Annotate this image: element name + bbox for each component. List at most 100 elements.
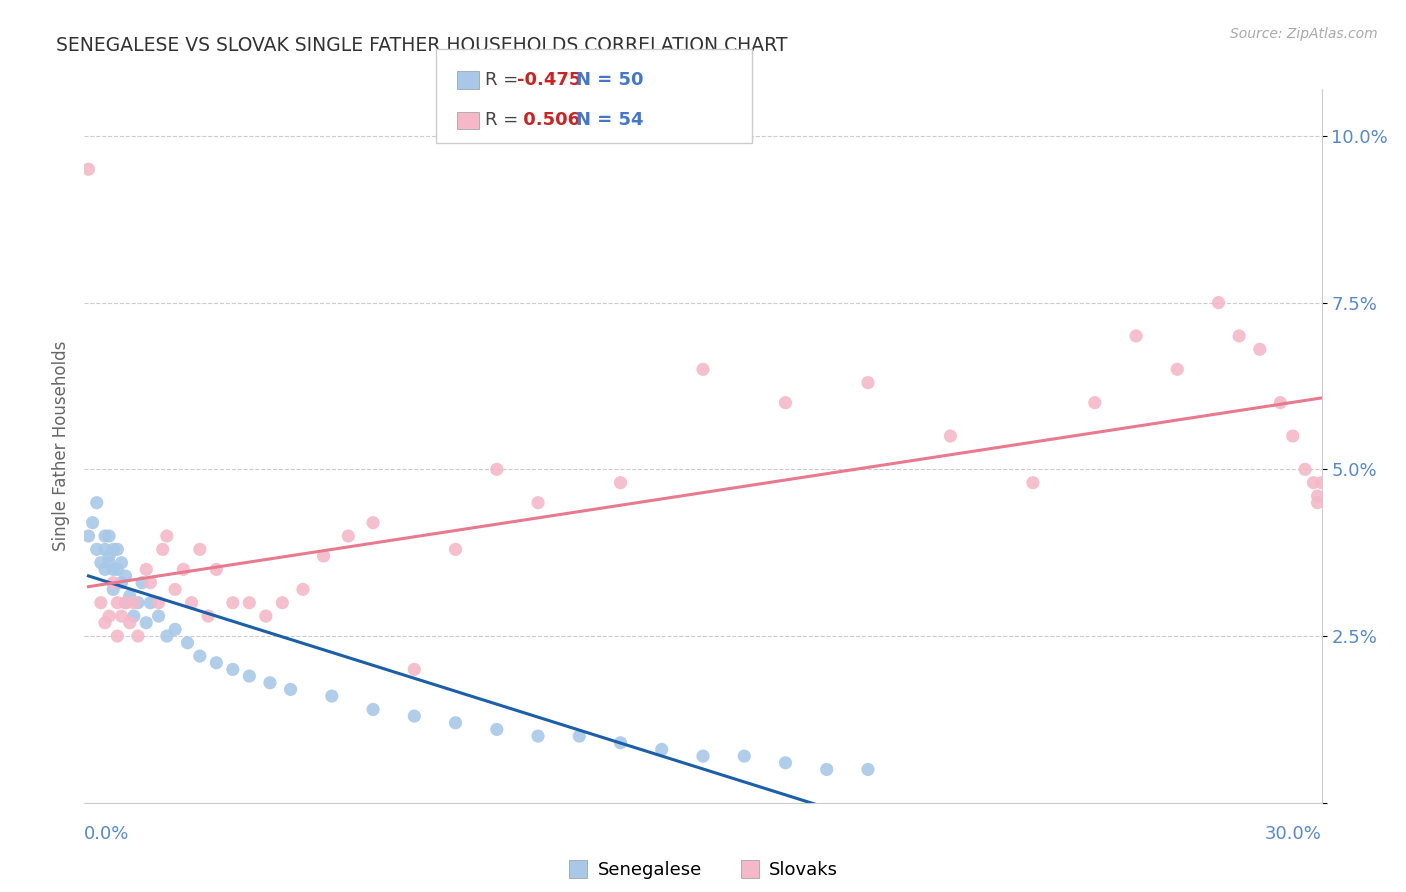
Text: R =: R = [485, 71, 524, 89]
Text: Source: ZipAtlas.com: Source: ZipAtlas.com [1230, 27, 1378, 41]
Text: R =: R = [485, 112, 524, 129]
Point [485, 462, 508, 476]
Point [103, 542, 125, 557]
Point [94, 562, 117, 576]
Point [94, 529, 117, 543]
Point [114, 569, 136, 583]
Text: N = 50: N = 50 [576, 71, 644, 89]
Point [180, 596, 202, 610]
Text: -0.475: -0.475 [517, 71, 582, 89]
Point [404, 709, 426, 723]
Point [361, 702, 384, 716]
Point [148, 596, 170, 610]
Point [856, 763, 879, 777]
Point [114, 596, 136, 610]
Point [238, 596, 260, 610]
Point [131, 575, 153, 590]
Point [337, 529, 360, 543]
Point [98, 609, 121, 624]
Point [165, 582, 187, 597]
Point [609, 475, 631, 490]
Point [103, 562, 125, 576]
Point [1125, 329, 1147, 343]
Point [110, 609, 132, 624]
Point [139, 575, 162, 590]
Point [103, 575, 125, 590]
Point [222, 662, 245, 676]
Point [82, 516, 104, 530]
Point [105, 562, 128, 576]
Point [609, 736, 631, 750]
Point [122, 596, 145, 610]
Text: 30.0%: 30.0% [1265, 825, 1322, 843]
Point [118, 589, 141, 603]
Point [1306, 496, 1329, 510]
Point [98, 549, 121, 563]
Point [90, 556, 112, 570]
Text: 0.506: 0.506 [517, 112, 581, 129]
Point [188, 649, 211, 664]
Point [1294, 462, 1316, 476]
Point [77, 162, 100, 177]
Point [148, 609, 170, 624]
Point [254, 609, 277, 624]
Point [105, 629, 128, 643]
Point [280, 682, 302, 697]
Point [568, 729, 591, 743]
Point [692, 749, 714, 764]
Point [94, 542, 117, 557]
Point [444, 542, 467, 557]
Point [165, 623, 187, 637]
Point [485, 723, 508, 737]
Point [815, 763, 838, 777]
Text: 0.0%: 0.0% [84, 825, 129, 843]
Legend: Senegalese, Slovaks: Senegalese, Slovaks [561, 855, 845, 887]
Point [90, 596, 112, 610]
Point [291, 582, 314, 597]
Point [98, 529, 121, 543]
Point [321, 689, 343, 703]
Point [1302, 475, 1324, 490]
Point [127, 629, 149, 643]
Point [692, 362, 714, 376]
Point [110, 575, 132, 590]
Point [1270, 395, 1292, 409]
Point [205, 562, 228, 576]
Point [856, 376, 879, 390]
Point [172, 562, 194, 576]
Point [939, 429, 962, 443]
Point [139, 596, 162, 610]
Point [122, 609, 145, 624]
Point [444, 715, 467, 730]
Point [103, 582, 125, 597]
Point [1249, 343, 1271, 357]
Text: N = 54: N = 54 [576, 112, 644, 129]
Point [527, 729, 550, 743]
Point [238, 669, 260, 683]
Point [135, 562, 157, 576]
Text: SENEGALESE VS SLOVAK SINGLE FATHER HOUSEHOLDS CORRELATION CHART: SENEGALESE VS SLOVAK SINGLE FATHER HOUSE… [56, 36, 787, 54]
Point [1022, 475, 1045, 490]
Point [1306, 489, 1329, 503]
Point [127, 596, 149, 610]
Point [775, 756, 797, 770]
Point [188, 542, 211, 557]
Point [733, 749, 755, 764]
Point [86, 542, 108, 557]
Point [651, 742, 673, 756]
Point [312, 549, 335, 563]
Point [156, 629, 179, 643]
Point [259, 675, 281, 690]
Point [114, 596, 136, 610]
Point [527, 496, 550, 510]
Point [1084, 395, 1107, 409]
Point [86, 496, 108, 510]
Point [152, 542, 174, 557]
Point [404, 662, 426, 676]
Point [110, 556, 132, 570]
Point [105, 596, 128, 610]
Point [1166, 362, 1188, 376]
Point [156, 529, 179, 543]
Point [1310, 475, 1333, 490]
Point [197, 609, 219, 624]
